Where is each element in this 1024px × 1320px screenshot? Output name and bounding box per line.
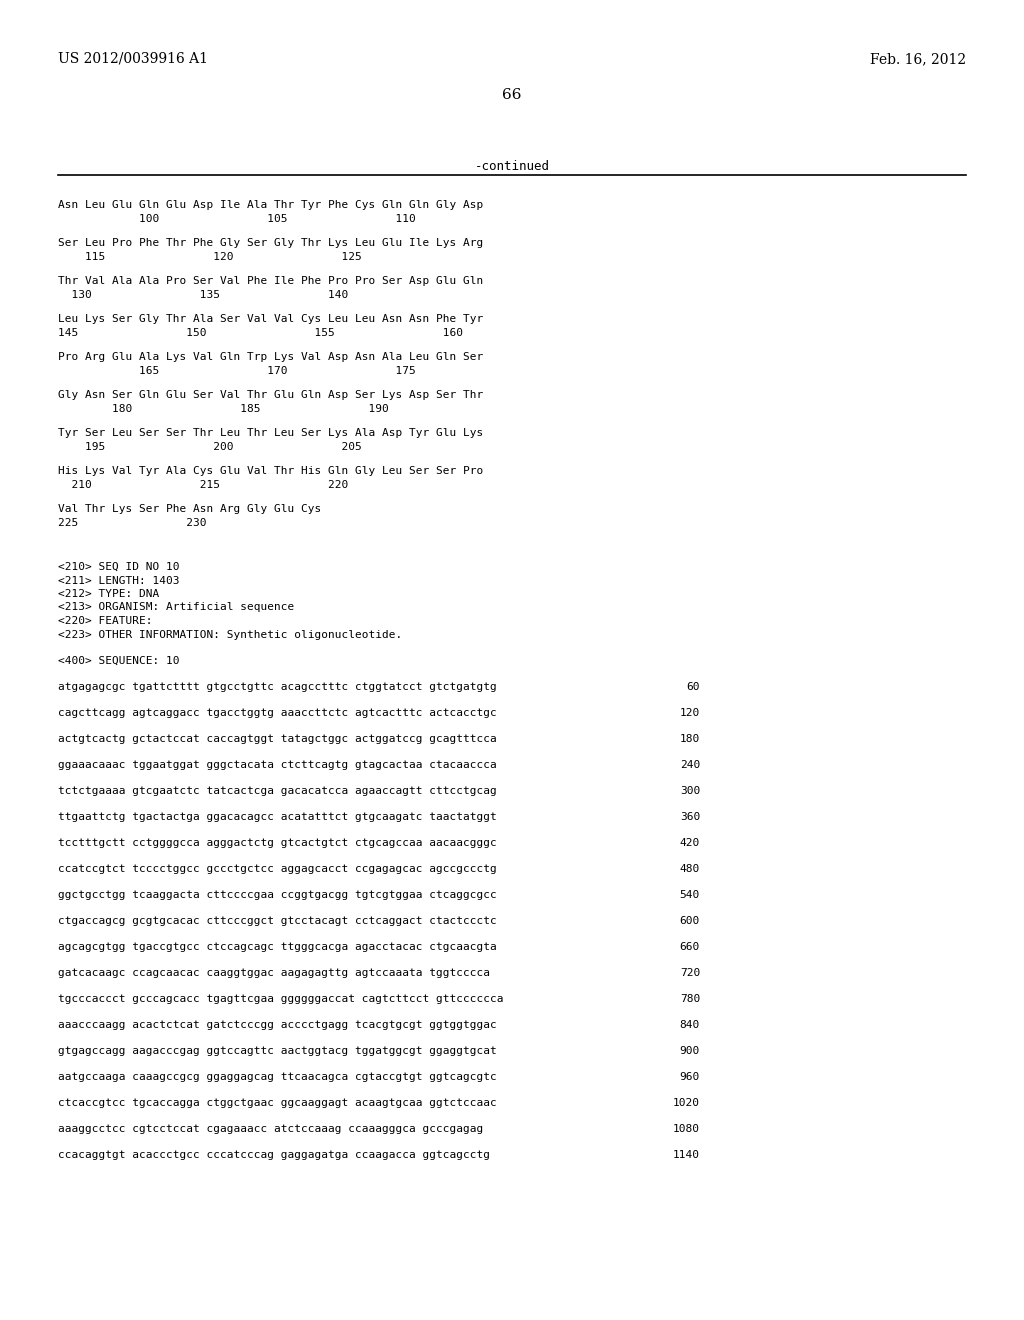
Text: ctcaccgtcc tgcaccagga ctggctgaac ggcaaggagt acaagtgcaa ggtctccaac: ctcaccgtcc tgcaccagga ctggctgaac ggcaagg… [58,1098,497,1107]
Text: 840: 840 [680,1020,700,1030]
Text: actgtcactg gctactccat caccagtggt tatagctggc actggatccg gcagtttcca: actgtcactg gctactccat caccagtggt tatagct… [58,734,497,744]
Text: 180                185                190: 180 185 190 [58,404,389,414]
Text: <213> ORGANISM: Artificial sequence: <213> ORGANISM: Artificial sequence [58,602,294,612]
Text: gtgagccagg aagacccgag ggtccagttc aactggtacg tggatggcgt ggaggtgcat: gtgagccagg aagacccgag ggtccagttc aactggt… [58,1045,497,1056]
Text: ccatccgtct tcccctggcc gccctgctcc aggagcacct ccgagagcac agccgccctg: ccatccgtct tcccctggcc gccctgctcc aggagca… [58,865,497,874]
Text: 900: 900 [680,1045,700,1056]
Text: atgagagcgc tgattctttt gtgcctgttc acagcctttc ctggtatcct gtctgatgtg: atgagagcgc tgattctttt gtgcctgttc acagcct… [58,682,497,692]
Text: 145                150                155                160: 145 150 155 160 [58,327,463,338]
Text: <211> LENGTH: 1403: <211> LENGTH: 1403 [58,576,179,586]
Text: 180: 180 [680,734,700,744]
Text: <210> SEQ ID NO 10: <210> SEQ ID NO 10 [58,562,179,572]
Text: Tyr Ser Leu Ser Ser Thr Leu Thr Leu Ser Lys Ala Asp Tyr Glu Lys: Tyr Ser Leu Ser Ser Thr Leu Thr Leu Ser … [58,428,483,438]
Text: aaaggcctcc cgtcctccat cgagaaacc atctccaaag ccaaagggca gcccgagag: aaaggcctcc cgtcctccat cgagaaacc atctccaa… [58,1125,483,1134]
Text: 195                200                205: 195 200 205 [58,442,361,451]
Text: ctgaccagcg gcgtgcacac cttcccggct gtcctacagt cctcaggact ctactccctc: ctgaccagcg gcgtgcacac cttcccggct gtcctac… [58,916,497,927]
Text: cagcttcagg agtcaggacc tgacctggtg aaaccttctc agtcactttc actcacctgc: cagcttcagg agtcaggacc tgacctggtg aaacctt… [58,708,497,718]
Text: 1140: 1140 [673,1150,700,1160]
Text: 300: 300 [680,785,700,796]
Text: 600: 600 [680,916,700,927]
Text: agcagcgtgg tgaccgtgcc ctccagcagc ttgggcacga agacctacac ctgcaacgta: agcagcgtgg tgaccgtgcc ctccagcagc ttgggca… [58,942,497,952]
Text: 660: 660 [680,942,700,952]
Text: ccacaggtgt acaccctgcc cccatcccag gaggagatga ccaagacca ggtcagcctg: ccacaggtgt acaccctgcc cccatcccag gaggaga… [58,1150,490,1160]
Text: ggaaacaaac tggaatggat gggctacata ctcttcagtg gtagcactaa ctacaaccca: ggaaacaaac tggaatggat gggctacata ctcttca… [58,760,497,770]
Text: 165                170                175: 165 170 175 [58,366,416,376]
Text: Pro Arg Glu Ala Lys Val Gln Trp Lys Val Asp Asn Ala Leu Gln Ser: Pro Arg Glu Ala Lys Val Gln Trp Lys Val … [58,352,483,362]
Text: 720: 720 [680,968,700,978]
Text: ttgaattctg tgactactga ggacacagcc acatatttct gtgcaagatc taactatggt: ttgaattctg tgactactga ggacacagcc acatatt… [58,812,497,822]
Text: 540: 540 [680,890,700,900]
Text: 100                105                110: 100 105 110 [58,214,416,224]
Text: 360: 360 [680,812,700,822]
Text: tgcccaccct gcccagcacc tgagttcgaa ggggggaccat cagtcttcct gttcccccca: tgcccaccct gcccagcacc tgagttcgaa gggggga… [58,994,504,1005]
Text: 66: 66 [502,88,522,102]
Text: Gly Asn Ser Gln Glu Ser Val Thr Glu Gln Asp Ser Lys Asp Ser Thr: Gly Asn Ser Gln Glu Ser Val Thr Glu Gln … [58,389,483,400]
Text: 420: 420 [680,838,700,847]
Text: 115                120                125: 115 120 125 [58,252,361,261]
Text: Asn Leu Glu Gln Glu Asp Ile Ala Thr Tyr Phe Cys Gln Gln Gly Asp: Asn Leu Glu Gln Glu Asp Ile Ala Thr Tyr … [58,201,483,210]
Text: Thr Val Ala Ala Pro Ser Val Phe Ile Phe Pro Pro Ser Asp Glu Gln: Thr Val Ala Ala Pro Ser Val Phe Ile Phe … [58,276,483,286]
Text: 210                215                220: 210 215 220 [58,480,348,490]
Text: 60: 60 [686,682,700,692]
Text: Ser Leu Pro Phe Thr Phe Gly Ser Gly Thr Lys Leu Glu Ile Lys Arg: Ser Leu Pro Phe Thr Phe Gly Ser Gly Thr … [58,238,483,248]
Text: tcctttgctt cctggggcca agggactctg gtcactgtct ctgcagccaa aacaacgggc: tcctttgctt cctggggcca agggactctg gtcactg… [58,838,497,847]
Text: 225                230: 225 230 [58,517,207,528]
Text: ggctgcctgg tcaaggacta cttccccgaa ccggtgacgg tgtcgtggaa ctcaggcgcc: ggctgcctgg tcaaggacta cttccccgaa ccggtga… [58,890,497,900]
Text: Feb. 16, 2012: Feb. 16, 2012 [869,51,966,66]
Text: <212> TYPE: DNA: <212> TYPE: DNA [58,589,160,599]
Text: <223> OTHER INFORMATION: Synthetic oligonucleotide.: <223> OTHER INFORMATION: Synthetic oligo… [58,630,402,639]
Text: 120: 120 [680,708,700,718]
Text: His Lys Val Tyr Ala Cys Glu Val Thr His Gln Gly Leu Ser Ser Pro: His Lys Val Tyr Ala Cys Glu Val Thr His … [58,466,483,477]
Text: aaacccaagg acactctcat gatctcccgg acccctgagg tcacgtgcgt ggtggtggac: aaacccaagg acactctcat gatctcccgg acccctg… [58,1020,497,1030]
Text: 1080: 1080 [673,1125,700,1134]
Text: 130                135                140: 130 135 140 [58,290,348,300]
Text: gatcacaagc ccagcaacac caaggtggac aagagagttg agtccaaata tggtcccca: gatcacaagc ccagcaacac caaggtggac aagagag… [58,968,490,978]
Text: tctctgaaaa gtcgaatctc tatcactcga gacacatcca agaaccagtt cttcctgcag: tctctgaaaa gtcgaatctc tatcactcga gacacat… [58,785,497,796]
Text: Val Thr Lys Ser Phe Asn Arg Gly Glu Cys: Val Thr Lys Ser Phe Asn Arg Gly Glu Cys [58,504,322,513]
Text: -continued: -continued [474,160,550,173]
Text: <220> FEATURE:: <220> FEATURE: [58,616,153,626]
Text: 1020: 1020 [673,1098,700,1107]
Text: Leu Lys Ser Gly Thr Ala Ser Val Val Cys Leu Leu Asn Asn Phe Tyr: Leu Lys Ser Gly Thr Ala Ser Val Val Cys … [58,314,483,323]
Text: 780: 780 [680,994,700,1005]
Text: 240: 240 [680,760,700,770]
Text: <400> SEQUENCE: 10: <400> SEQUENCE: 10 [58,656,179,667]
Text: US 2012/0039916 A1: US 2012/0039916 A1 [58,51,208,66]
Text: 960: 960 [680,1072,700,1082]
Text: aatgccaaga caaagccgcg ggaggagcag ttcaacagca cgtaccgtgt ggtcagcgtc: aatgccaaga caaagccgcg ggaggagcag ttcaaca… [58,1072,497,1082]
Text: 480: 480 [680,865,700,874]
